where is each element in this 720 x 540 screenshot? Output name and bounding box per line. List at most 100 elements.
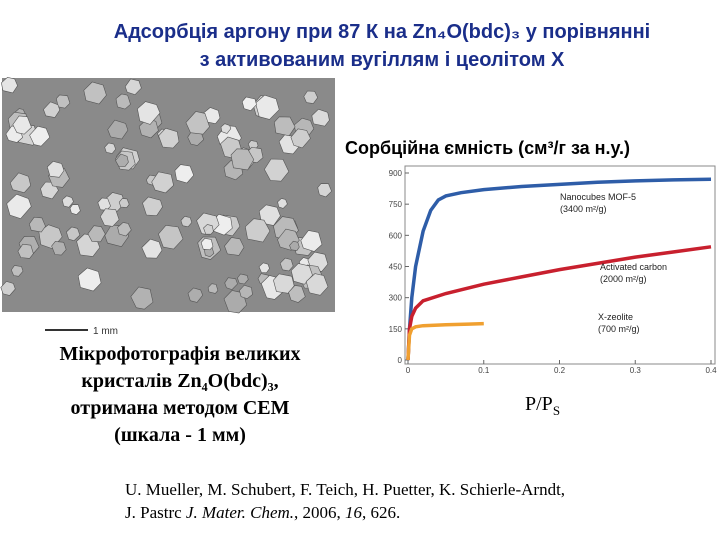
micrograph-crystal (273, 116, 296, 137)
micrograph-crystal (138, 118, 159, 139)
citation-part: , 2006, (294, 503, 345, 522)
x-tick-label: 0.4 (705, 366, 717, 375)
y-tick-label: 150 (389, 325, 403, 334)
series-label: Nanocubes MOF-5 (560, 192, 636, 202)
micrograph-crystal (200, 237, 214, 251)
micrograph-crystal (224, 277, 238, 290)
micrograph-crystal (117, 222, 132, 237)
title: Адсорбція аргону при 87 К на Zn₄O(bdc)₃ … (114, 21, 650, 43)
micrograph-crystal (151, 171, 174, 194)
y-tick-label: 450 (389, 263, 403, 272)
micrograph-crystal (61, 195, 74, 208)
micrograph-crystal (12, 115, 32, 135)
micrograph-crystal (107, 119, 129, 140)
micrograph-crystal (288, 285, 306, 303)
micrograph-crystal (220, 123, 232, 134)
micrograph-crystal (196, 212, 220, 236)
micrograph-crystal (185, 111, 210, 135)
micrograph-crystal (1, 76, 18, 94)
y-axis-label: Сорбційна ємність (см³/г за н.у.) (345, 138, 630, 158)
caption: кристалів Zn₄O(bdc)₃, (81, 370, 278, 392)
micrograph-crystal (239, 284, 253, 300)
micrograph-crystal (317, 183, 332, 198)
micrograph-crystal (303, 90, 319, 104)
micrograph-crystal (142, 196, 163, 217)
micrograph-crystal (290, 128, 311, 149)
series-line (406, 321, 484, 361)
series-label: Activated carbon (600, 262, 667, 272)
citation: J. Pastrc J. Mater. Chem., 2006, 16, 626… (125, 503, 400, 522)
micrograph-crystal (258, 262, 270, 274)
micrograph-crystal (83, 81, 107, 105)
y-tick-label: 600 (389, 231, 403, 240)
micrograph-crystal (28, 216, 46, 233)
micrograph-crystal (290, 263, 313, 285)
series-line (406, 245, 712, 361)
caption: отримана методом СЕМ (71, 397, 290, 419)
x-axis-label: P/PS (525, 393, 560, 418)
micrograph-crystal (46, 160, 65, 178)
x-tick-label: 0.2 (554, 366, 566, 375)
micrograph-crystal (55, 94, 71, 109)
micrograph-crystal (187, 287, 204, 303)
micrograph-crystal (279, 257, 294, 272)
micrograph-crystal (51, 241, 67, 256)
micrograph-crystal (180, 215, 193, 228)
micrograph-crystal (29, 125, 51, 147)
series-line (406, 177, 712, 361)
micrograph-crystal (104, 142, 117, 154)
series-label: X-zeolite (598, 312, 633, 322)
x-tick-label: 0.3 (630, 366, 642, 375)
micrograph-crystal (174, 164, 195, 184)
y-tick-label: 900 (389, 169, 403, 178)
micrograph-crystal (77, 267, 102, 292)
x-axis-label-sub: S (553, 403, 560, 418)
y-tick-label: 300 (389, 294, 403, 303)
micrograph-crystal (115, 153, 129, 167)
micrograph-crystal (203, 224, 214, 235)
micrograph-crystal (99, 208, 120, 227)
citation-part: 16 (345, 503, 363, 522)
citation-part: J. Pastrc (125, 503, 186, 522)
micrograph-crystal (241, 96, 257, 111)
micrograph-crystal (237, 273, 249, 285)
micrograph-crystal (69, 204, 81, 215)
micrograph-crystal (87, 225, 106, 243)
x-axis-label-main: P/P (525, 393, 553, 415)
micrograph-crystal (9, 172, 32, 194)
x-tick-label: 0 (406, 366, 411, 375)
micrograph-crystal (273, 273, 295, 294)
micrograph-crystal (66, 226, 81, 242)
series-area: (700 m²/g) (598, 324, 640, 334)
micrograph-crystal (311, 108, 330, 127)
scale-label: 1 mm (93, 326, 118, 337)
micrograph-crystal (305, 273, 329, 296)
micrograph-crystal (10, 265, 24, 277)
title: з активованим вугіллям і цеолітом Х (200, 49, 565, 71)
series-area: (3400 m²/g) (560, 204, 607, 214)
micrograph-crystal (43, 101, 61, 118)
caption: Мікрофотографія великих (59, 343, 300, 365)
micrograph-crystal (224, 237, 245, 256)
citation: U. Mueller, M. Schubert, F. Teich, H. Pu… (125, 480, 565, 499)
micrograph-crystal (141, 238, 163, 259)
micrograph-crystal (289, 240, 300, 251)
micrograph-crystal (118, 198, 130, 208)
x-tick-label: 0.1 (478, 366, 490, 375)
series-area: (2000 m²/g) (600, 274, 647, 284)
caption: (шкала - 1 мм) (114, 424, 246, 446)
micrograph-crystal (130, 286, 154, 310)
micrograph-crystal (277, 198, 288, 209)
citation-part: J. Mater. Chem. (186, 503, 294, 522)
micrograph-crystal (300, 230, 323, 252)
micrograph-crystal (158, 127, 180, 149)
micrograph-crystal (6, 193, 32, 220)
micrograph-crystal (124, 78, 142, 96)
y-tick-label: 750 (389, 200, 403, 209)
micrograph-crystal (137, 101, 161, 125)
micrograph-crystal (244, 218, 271, 243)
micrograph-crystal (207, 283, 219, 294)
micrograph-crystal (115, 93, 131, 110)
micrograph-crystal (0, 280, 16, 296)
